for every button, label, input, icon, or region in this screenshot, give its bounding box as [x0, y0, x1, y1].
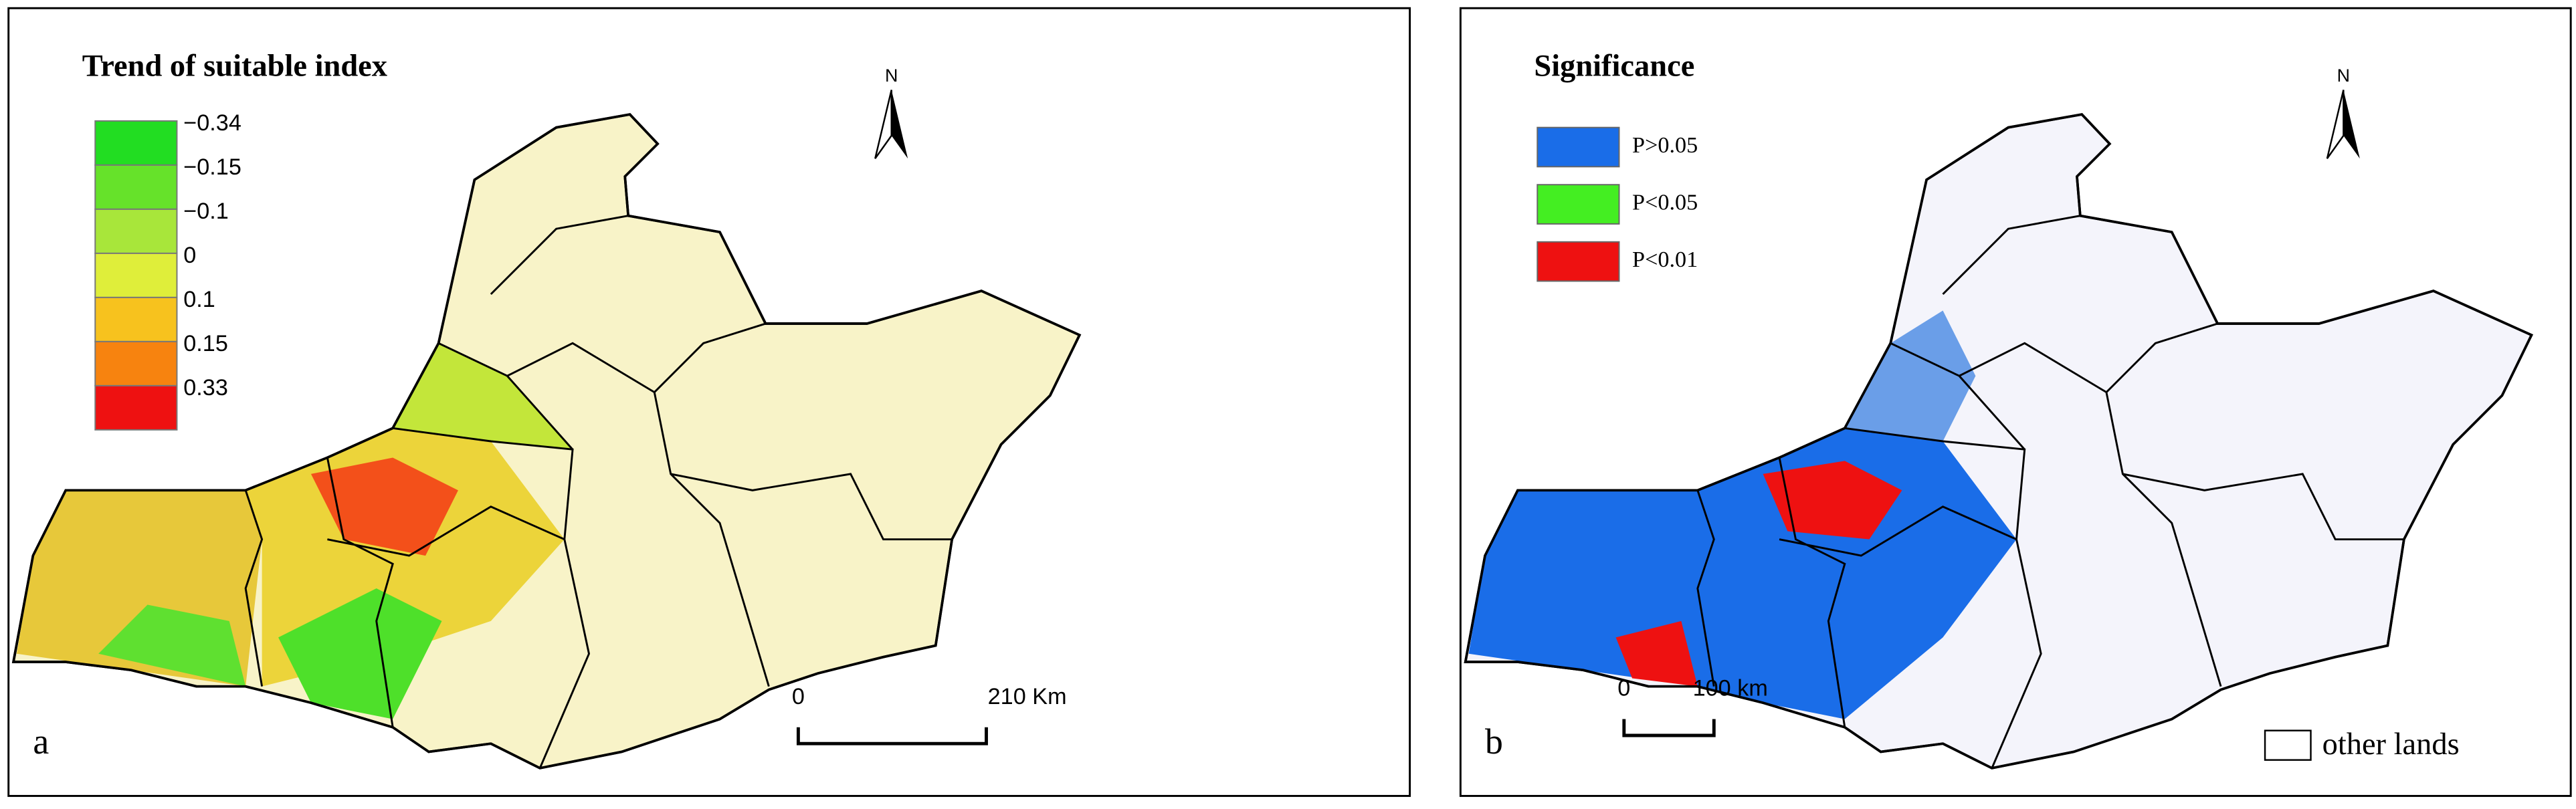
scale-start: 0	[792, 684, 805, 709]
panel-letter: b	[1485, 721, 1503, 762]
panel-a: Trend of suitable index −0.34 −0.15 −0.1 0 0.…	[7, 7, 1411, 797]
scale-start: 0	[1617, 676, 1630, 701]
note-label: other lands	[2322, 727, 2460, 762]
region-fill	[1615, 620, 1698, 687]
legend-label: −0.1	[183, 199, 229, 224]
scale-end: 100 km	[1693, 676, 1768, 701]
legend-label: 0.33	[183, 375, 228, 400]
region-fill	[393, 343, 573, 450]
region-fill	[1763, 461, 1902, 540]
legend-label: P<0.01	[1632, 247, 1698, 272]
region-fill	[98, 604, 246, 687]
panel-letter: a	[33, 721, 49, 762]
scale-bar	[1622, 719, 1716, 737]
legend-label: −0.15	[183, 154, 241, 180]
legend-label: −0.34	[183, 110, 241, 136]
legend-swatch	[94, 164, 178, 210]
legend-label: P>0.05	[1632, 133, 1698, 158]
legend-swatch	[1537, 241, 1620, 282]
legend-swatch	[94, 120, 178, 166]
legend-title: Trend of suitable index	[82, 49, 387, 83]
region-fill	[310, 457, 458, 556]
legend-swatch	[1537, 126, 1620, 168]
legend-label: 0	[183, 243, 196, 268]
region-fill	[1844, 310, 1976, 441]
legend-title: Significance	[1534, 49, 1694, 83]
legend-swatch	[94, 384, 178, 431]
legend-swatch	[1537, 184, 1620, 225]
legend-label: 0.15	[183, 331, 228, 356]
north-label: N	[885, 66, 898, 86]
legend-label: 0.1	[183, 287, 215, 312]
north-arrow	[2343, 90, 2360, 159]
legend-swatch	[94, 252, 178, 298]
region-fill	[278, 588, 442, 719]
scale-end: 210 Km	[988, 684, 1067, 709]
north-label: N	[2337, 66, 2350, 86]
note-swatch	[2264, 729, 2312, 761]
legend-swatch	[94, 296, 178, 342]
legend-swatch	[94, 208, 178, 254]
scale-bar	[796, 727, 988, 745]
legend-swatch	[94, 340, 178, 386]
panel-b: Significance P>0.05 P<0.05 P<0.01 N 0 100 km b o…	[1459, 7, 2572, 797]
legend-label: P<0.05	[1632, 190, 1698, 215]
